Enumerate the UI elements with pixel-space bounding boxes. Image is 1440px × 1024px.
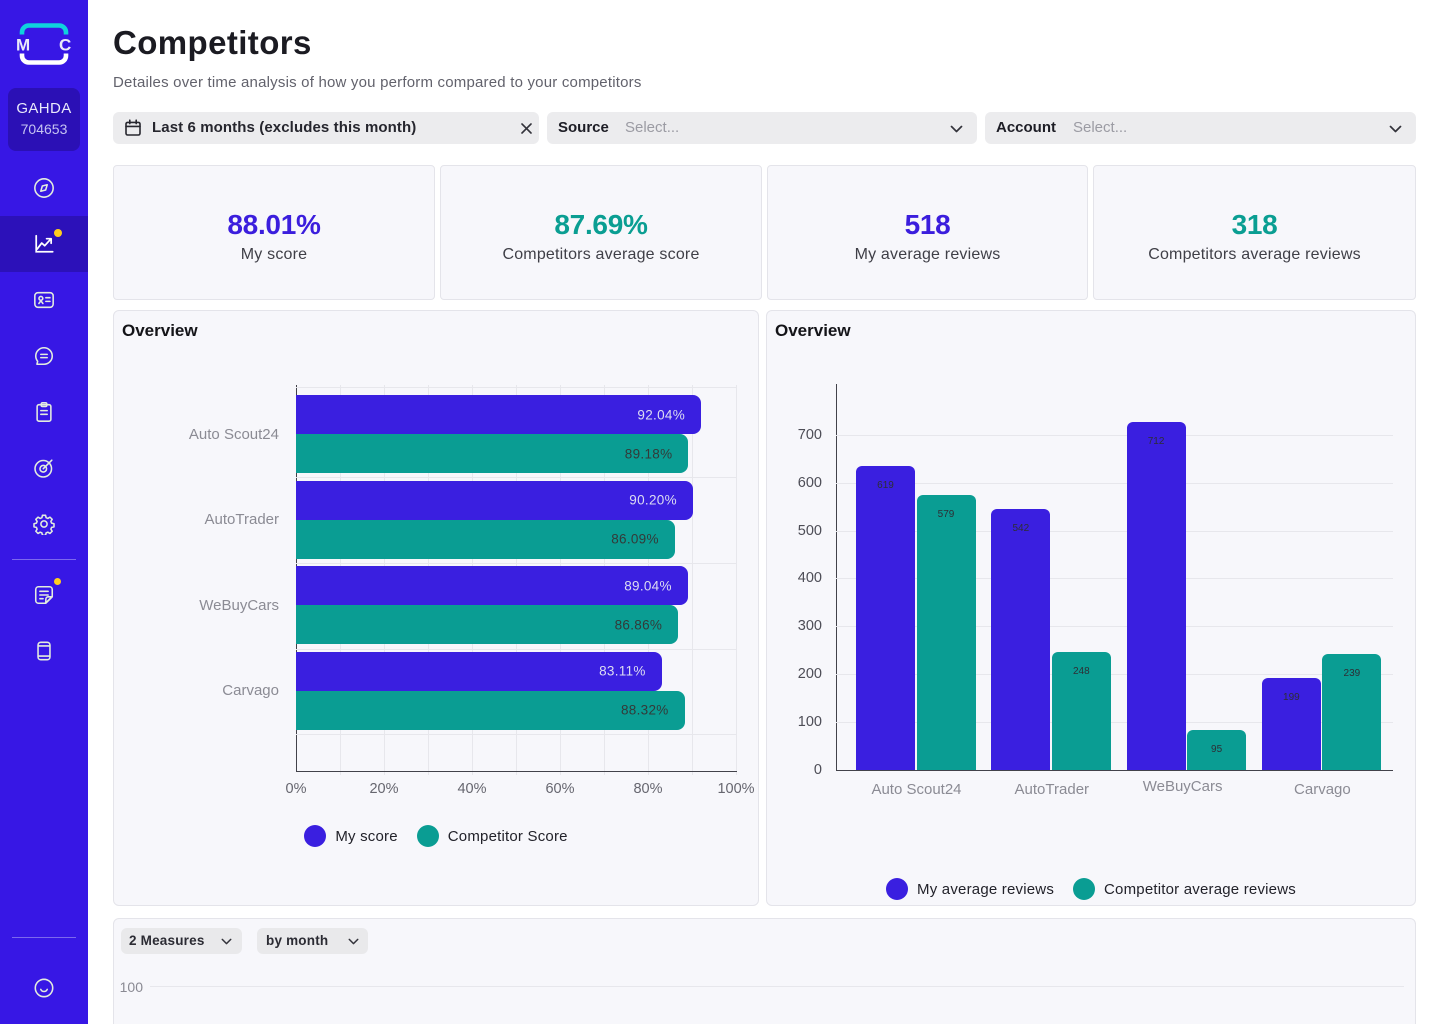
svg-text:C: C: [59, 36, 71, 55]
svg-text:M: M: [16, 36, 30, 55]
